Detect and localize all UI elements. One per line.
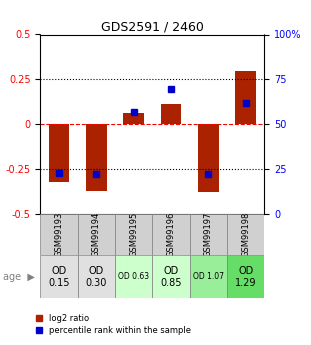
Text: OD
1.29: OD 1.29 bbox=[235, 266, 257, 288]
Bar bbox=[198, 124, 219, 193]
Text: GSM99198: GSM99198 bbox=[241, 212, 250, 257]
FancyBboxPatch shape bbox=[227, 214, 264, 255]
FancyBboxPatch shape bbox=[40, 214, 78, 255]
Bar bbox=[235, 71, 256, 124]
Text: OD 1.07: OD 1.07 bbox=[193, 272, 224, 282]
Text: GSM99197: GSM99197 bbox=[204, 212, 213, 257]
Bar bbox=[161, 105, 181, 124]
Bar bbox=[123, 112, 144, 124]
Legend: log2 ratio, percentile rank within the sample: log2 ratio, percentile rank within the s… bbox=[35, 314, 191, 335]
FancyBboxPatch shape bbox=[227, 255, 264, 298]
Text: OD
0.30: OD 0.30 bbox=[86, 266, 107, 288]
Bar bbox=[49, 124, 69, 181]
Text: GSM99196: GSM99196 bbox=[167, 212, 175, 257]
FancyBboxPatch shape bbox=[78, 214, 115, 255]
Title: GDS2591 / 2460: GDS2591 / 2460 bbox=[101, 20, 204, 33]
Text: age  ▶: age ▶ bbox=[3, 272, 35, 282]
Bar bbox=[86, 124, 107, 190]
Text: GSM99193: GSM99193 bbox=[55, 212, 63, 257]
FancyBboxPatch shape bbox=[40, 255, 78, 298]
Text: OD
0.15: OD 0.15 bbox=[48, 266, 70, 288]
FancyBboxPatch shape bbox=[78, 255, 115, 298]
FancyBboxPatch shape bbox=[152, 214, 190, 255]
FancyBboxPatch shape bbox=[190, 255, 227, 298]
Text: OD 0.63: OD 0.63 bbox=[118, 272, 149, 282]
Text: OD
0.85: OD 0.85 bbox=[160, 266, 182, 288]
Text: GSM99195: GSM99195 bbox=[129, 212, 138, 257]
Text: GSM99194: GSM99194 bbox=[92, 212, 101, 257]
FancyBboxPatch shape bbox=[115, 255, 152, 298]
FancyBboxPatch shape bbox=[152, 255, 190, 298]
FancyBboxPatch shape bbox=[115, 214, 152, 255]
FancyBboxPatch shape bbox=[190, 214, 227, 255]
